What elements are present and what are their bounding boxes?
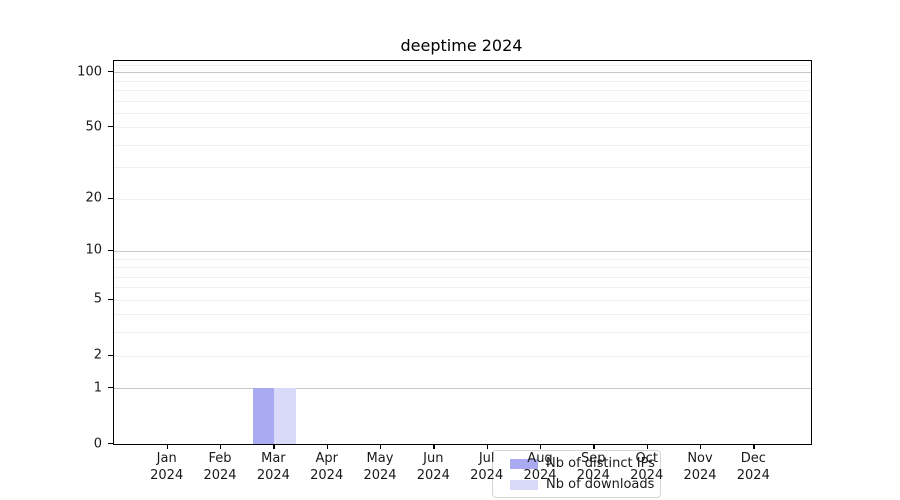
y-tick-mark	[108, 443, 113, 445]
legend-swatch-distinct-ips	[510, 458, 538, 469]
x-tick-label: Jul 2024	[455, 450, 519, 484]
x-tick-label: Jan 2024	[135, 450, 199, 484]
plot-area: Nb of distinct IPs Nb of downloads	[113, 60, 812, 498]
y-tick-label: 10	[85, 242, 102, 258]
x-tick-mark	[593, 444, 595, 450]
y-tick-label: 5	[93, 291, 102, 307]
x-tick-label: Oct 2024	[615, 450, 679, 484]
x-tick-mark	[753, 444, 755, 450]
x-tick-year: 2024	[576, 468, 610, 483]
minor-gridline	[114, 112, 811, 114]
y-tick-mark	[108, 298, 113, 300]
minor-gridline	[114, 314, 811, 316]
legend-entry-downloads: Nb of downloads	[510, 475, 660, 494]
major-gridline	[114, 388, 811, 390]
minor-gridline	[114, 64, 811, 66]
bar-mar-series1	[274, 388, 296, 444]
y-tick-mark	[108, 197, 113, 199]
legend-entry-distinct-ips: Nb of distinct IPs	[510, 454, 660, 473]
x-tick-year: 2024	[310, 468, 344, 483]
minor-gridline	[114, 332, 811, 334]
x-tick-label: Mar 2024	[241, 450, 305, 484]
legend: Nb of distinct IPs Nb of downloads	[492, 450, 661, 498]
minor-gridline	[114, 89, 811, 91]
minor-gridline	[114, 167, 811, 169]
x-tick-month: Sep	[581, 451, 606, 466]
x-tick-year: 2024	[416, 468, 450, 483]
x-tick-month: Apr	[315, 451, 338, 466]
x-tick-mark	[166, 444, 168, 450]
x-tick-month: Jul	[478, 451, 495, 466]
x-tick-year: 2024	[203, 468, 237, 483]
minor-gridline	[114, 299, 811, 301]
x-tick-mark	[380, 444, 382, 450]
y-tick-mark	[108, 249, 113, 252]
x-tick-year: 2024	[150, 468, 184, 483]
chart-title: deeptime 2024	[400, 36, 523, 55]
legend-swatch-downloads	[510, 479, 538, 490]
minor-gridline	[114, 100, 811, 102]
y-tick-label: 2	[93, 347, 102, 363]
y-tick-label: 0	[93, 436, 102, 451]
y-tick-mark	[108, 387, 113, 389]
x-tick-year: 2024	[630, 468, 664, 483]
major-gridline	[114, 72, 811, 74]
x-tick-label: May 2024	[348, 450, 412, 484]
legend-label-downloads: Nb of downloads	[546, 477, 655, 492]
x-tick-month: Dec	[740, 451, 766, 466]
x-tick-year: 2024	[256, 468, 290, 483]
x-tick-month: Aug	[527, 451, 553, 466]
x-tick-label: Feb 2024	[188, 450, 252, 484]
minor-gridline	[114, 355, 811, 357]
x-tick-month: Jan	[156, 451, 177, 466]
minor-gridline	[114, 127, 811, 129]
x-tick-year: 2024	[523, 468, 557, 483]
x-tick-mark	[700, 444, 702, 450]
x-tick-label: Aug 2024	[508, 450, 572, 484]
x-tick-label: Apr 2024	[295, 450, 359, 484]
y-tick-mark	[108, 71, 113, 73]
minor-gridline	[114, 80, 811, 82]
minor-gridline	[114, 198, 811, 200]
x-tick-mark	[273, 444, 275, 450]
bar-mar-series0	[253, 388, 275, 444]
x-tick-mark	[646, 444, 648, 450]
x-tick-label: Sep 2024	[561, 450, 625, 484]
x-tick-mark	[433, 444, 435, 450]
x-tick-year: 2024	[470, 468, 504, 483]
minor-gridline	[114, 276, 811, 278]
legend-label-distinct-ips: Nb of distinct IPs	[546, 456, 655, 471]
minor-gridline	[114, 267, 811, 268]
x-tick-mark	[540, 444, 542, 450]
x-tick-month: May	[366, 451, 394, 466]
x-tick-month: Oct	[635, 451, 658, 466]
y-tick-label: 100	[77, 64, 102, 80]
y-tick-mark	[108, 126, 113, 128]
y-tick-label: 1	[93, 380, 102, 396]
x-tick-month: Nov	[687, 451, 713, 466]
minor-gridline	[114, 287, 811, 289]
x-tick-label: Dec 2024	[721, 450, 785, 484]
y-tick-label: 20	[85, 190, 102, 206]
x-tick-year: 2024	[736, 468, 770, 483]
x-tick-month: Mar	[261, 451, 286, 466]
y-tick-mark	[108, 354, 113, 356]
x-tick-label: Nov 2024	[668, 450, 732, 484]
x-tick-mark	[486, 444, 488, 450]
x-tick-label: Jun 2024	[401, 450, 465, 484]
x-tick-mark	[220, 444, 222, 450]
x-tick-month: Feb	[208, 451, 232, 466]
y-tick-label: 50	[85, 119, 102, 135]
x-tick-year: 2024	[363, 468, 397, 483]
minor-gridline	[114, 258, 811, 260]
x-tick-year: 2024	[683, 468, 717, 483]
x-tick-month: Jun	[423, 451, 444, 466]
minor-gridline	[114, 144, 811, 146]
major-gridline	[114, 250, 811, 252]
x-tick-mark	[326, 444, 328, 450]
